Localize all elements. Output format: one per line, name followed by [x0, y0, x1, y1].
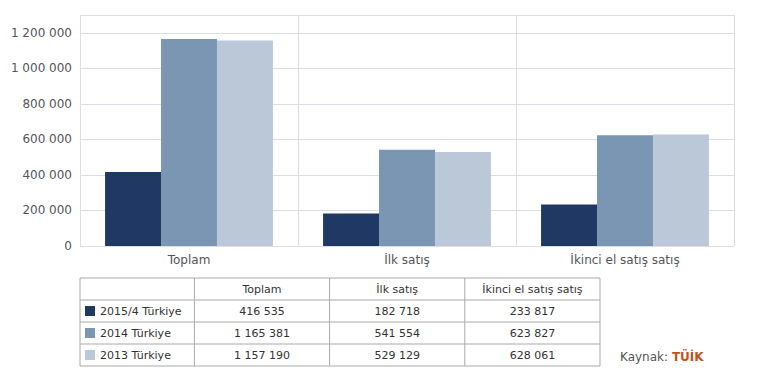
svg-text:0: 0 [64, 239, 72, 253]
svg-text:1 200 000: 1 200 000 [11, 26, 72, 40]
svg-text:İlk satış: İlk satış [384, 252, 430, 267]
svg-text:182 718: 182 718 [374, 305, 420, 318]
svg-text:416 535: 416 535 [239, 305, 285, 318]
svg-text:600 000: 600 000 [22, 132, 72, 146]
svg-text:233 817: 233 817 [510, 305, 556, 318]
svg-text:2015/4 Türkiye: 2015/4 Türkiye [100, 305, 182, 318]
svg-text:800 000: 800 000 [22, 97, 72, 111]
svg-text:Kaynak:: Kaynak: [620, 350, 672, 364]
svg-text:TÜİK: TÜİK [672, 349, 704, 364]
svg-text:200 000: 200 000 [22, 203, 72, 217]
svg-text:2013 Türkiye: 2013 Türkiye [100, 349, 171, 362]
svg-text:1 000 000: 1 000 000 [11, 61, 72, 75]
svg-text:1 157 190: 1 157 190 [234, 349, 290, 362]
svg-text:623 827: 623 827 [510, 327, 556, 340]
svg-text:Toplam: Toplam [241, 283, 281, 296]
svg-text:İlk satış: İlk satış [376, 283, 418, 296]
svg-text:Toplam: Toplam [167, 253, 211, 267]
svg-text:529 129: 529 129 [374, 349, 420, 362]
svg-text:2014 Türkiye: 2014 Türkiye [100, 327, 171, 340]
svg-text:İkinci el satış satış: İkinci el satış satış [482, 283, 582, 296]
svg-text:1 165 381: 1 165 381 [234, 327, 290, 340]
svg-text:İkinci el satış satış: İkinci el satış satış [570, 252, 679, 267]
svg-text:400 000: 400 000 [22, 168, 72, 182]
svg-text:628 061: 628 061 [510, 349, 556, 362]
svg-text:541 554: 541 554 [374, 327, 420, 340]
